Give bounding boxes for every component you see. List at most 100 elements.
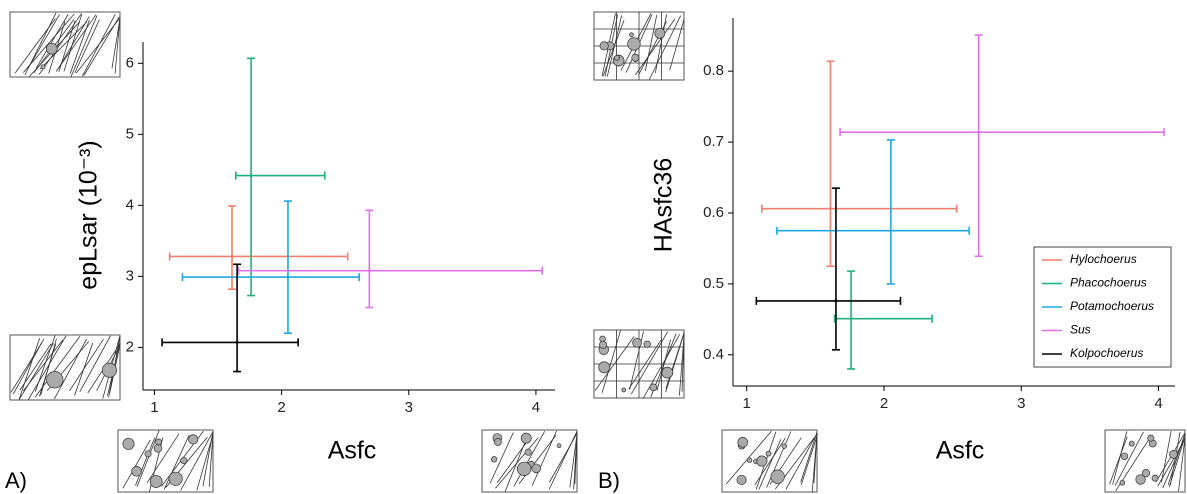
x-tick-label: 1 xyxy=(743,395,751,412)
legend-label: Phacochoerus xyxy=(1070,276,1147,290)
x-tick-label: 3 xyxy=(1017,395,1025,412)
center-point xyxy=(249,174,253,178)
thumbnail-stroke xyxy=(69,338,104,392)
thumbnail-stroke xyxy=(811,433,818,493)
thumbnail-particle xyxy=(517,461,532,476)
legend-label: Hylochoerus xyxy=(1070,252,1137,266)
thumbnail-stroke xyxy=(74,19,100,74)
thumbnail-particle xyxy=(1119,479,1126,486)
thumbnail-stroke xyxy=(208,433,214,487)
thumbnail-stroke xyxy=(180,431,214,491)
y-error-bar xyxy=(365,209,374,309)
thumbnail-stroke xyxy=(69,19,90,74)
thumbnail-stroke xyxy=(766,431,792,488)
center-point xyxy=(834,299,838,303)
y-axis-title: HAsfc36 xyxy=(650,158,678,252)
x-error-bar xyxy=(168,252,349,261)
thumbnail-particle xyxy=(188,434,199,445)
y-tick-label: 0.6 xyxy=(703,204,724,221)
thumbnail-particle xyxy=(599,340,608,349)
y-tick-label: 2 xyxy=(126,338,134,355)
x-tick-label: 4 xyxy=(1154,395,1162,412)
texture-thumbnail xyxy=(721,429,818,493)
texture-thumbnail xyxy=(593,329,685,399)
thumbnail-stroke xyxy=(1178,437,1186,492)
thumbnail-particle xyxy=(45,42,58,55)
legend-label: Kolpochoerus xyxy=(1070,346,1143,360)
thumbnail-particle xyxy=(40,64,46,70)
thumbnail-particle xyxy=(770,469,785,484)
thumbnail-particle xyxy=(661,366,674,379)
center-point xyxy=(977,130,981,134)
thumbnail-particle xyxy=(627,37,641,51)
thumbnail-particle xyxy=(531,463,542,474)
thumbnail-stroke xyxy=(1169,431,1181,486)
center-point xyxy=(230,254,234,258)
thumbnail-stroke xyxy=(14,18,56,74)
panel-label: A) xyxy=(5,468,27,493)
x-error-bar xyxy=(161,338,299,347)
thumbnail-stroke xyxy=(55,14,97,72)
thumbnail-particle xyxy=(524,448,532,456)
thumbnail-particle xyxy=(746,457,753,463)
x-axis-title: Asfc xyxy=(328,437,377,465)
thumbnail-stroke xyxy=(665,333,685,393)
thumbnail-stroke xyxy=(531,430,557,487)
thumbnail-particle xyxy=(168,471,183,486)
thumbnail-stroke xyxy=(136,430,160,487)
thumbnail-stroke xyxy=(28,14,60,68)
thumbnail-stroke xyxy=(22,339,63,392)
thumbnail-particle xyxy=(621,387,627,393)
thumbnail-particle xyxy=(491,456,498,463)
thumbnail-particle xyxy=(46,371,64,389)
x-axis-title: Asfc xyxy=(936,437,985,465)
thumbnail-stroke xyxy=(111,18,121,69)
thumbnail-stroke xyxy=(1167,433,1186,485)
thumbnail-stroke xyxy=(800,431,818,483)
thumbnail-stroke xyxy=(22,13,75,73)
thumbnail-particle xyxy=(781,443,787,449)
thumbnail-stroke xyxy=(1109,436,1128,485)
thumbnail-particle xyxy=(598,361,611,374)
thumbnail-stroke xyxy=(135,437,156,486)
texture-thumbnail xyxy=(1104,429,1186,493)
thumbnail-particle xyxy=(765,450,772,457)
x-error-bar xyxy=(755,296,902,305)
texture-thumbnail xyxy=(9,11,121,78)
thumbnail-particle xyxy=(631,53,640,62)
thumbnail-particle xyxy=(144,450,152,458)
thumbnail-particle xyxy=(131,466,142,477)
thumbnail-stroke xyxy=(785,433,818,490)
x-tick-label: 1 xyxy=(150,399,158,416)
x-error-bar xyxy=(235,171,326,180)
center-point xyxy=(889,229,893,233)
thumbnail-stroke xyxy=(754,437,786,486)
texture-thumbnail xyxy=(9,334,121,401)
thumbnail-stroke xyxy=(644,15,658,71)
thumbnail-particle xyxy=(101,362,118,378)
thumbnail-frame xyxy=(721,429,818,493)
x-tick-label: 4 xyxy=(532,399,540,416)
thumbnail-stroke xyxy=(725,430,772,485)
thumbnail-stroke xyxy=(79,335,111,392)
thumbnail-stroke xyxy=(18,343,54,400)
thumbnail-stroke xyxy=(1114,431,1144,486)
thumbnail-stroke xyxy=(63,14,83,72)
y-tick-label: 0.8 xyxy=(703,62,724,79)
y-error-bar xyxy=(233,263,242,373)
thumbnail-stroke xyxy=(1162,437,1186,489)
thumbnail-particle xyxy=(149,475,163,488)
thumbnail-stroke xyxy=(758,439,782,490)
thumbnail-stroke xyxy=(594,336,635,391)
thumbnail-stroke xyxy=(669,19,685,71)
thumbnail-stroke xyxy=(1161,430,1172,483)
y-tick-label: 0.7 xyxy=(703,133,724,150)
x-error-bar xyxy=(833,314,933,323)
thumbnail-stroke xyxy=(163,434,190,490)
center-point xyxy=(849,317,853,321)
thumbnail-stroke xyxy=(513,431,546,487)
thumbnail-stroke xyxy=(76,18,120,74)
thumbnail-stroke xyxy=(38,13,82,75)
x-tick-label: 2 xyxy=(880,395,888,412)
